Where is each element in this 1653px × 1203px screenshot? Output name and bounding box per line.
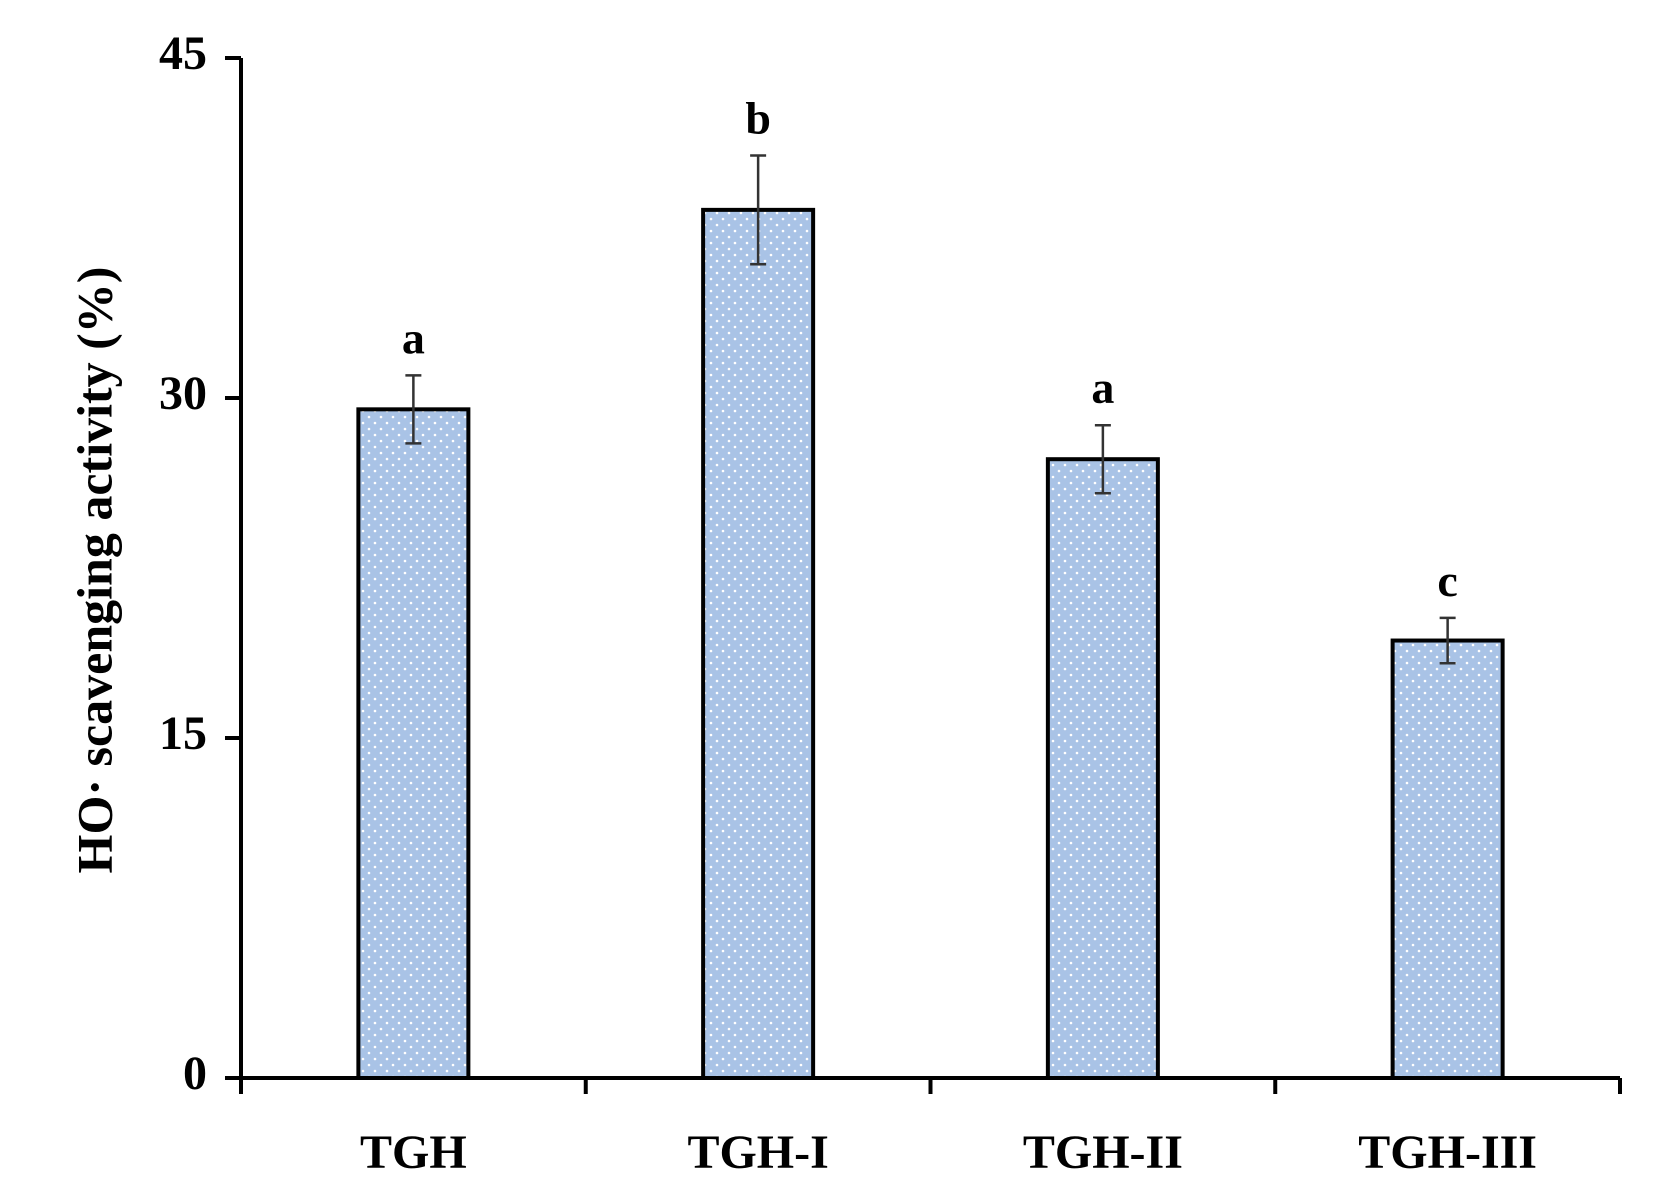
significance-label: c [1437,555,1457,606]
significance-label: a [1091,362,1114,413]
bar [356,407,471,1081]
x-tick-label: TGH-II [1023,1126,1183,1179]
bar [701,207,816,1081]
bar [1045,457,1160,1080]
plot-area: 0 15 30 45 a TGH b TGH-I a TGH-II c TGH-III [159,27,1622,1179]
x-tick-label: TGH [360,1126,467,1179]
y-tick-label: 15 [159,707,207,760]
x-tick-label: TGH-I [687,1126,828,1179]
y-axis-title: HO· scavenging activity (%) [66,267,122,874]
y-tick-label: 45 [159,27,207,80]
y-tick-label: 0 [183,1047,207,1100]
significance-label: a [402,312,425,363]
significance-label: b [745,92,771,143]
x-tick-label: TGH-III [1358,1126,1537,1179]
bar [1390,638,1505,1080]
y-tick-label: 30 [159,367,207,420]
